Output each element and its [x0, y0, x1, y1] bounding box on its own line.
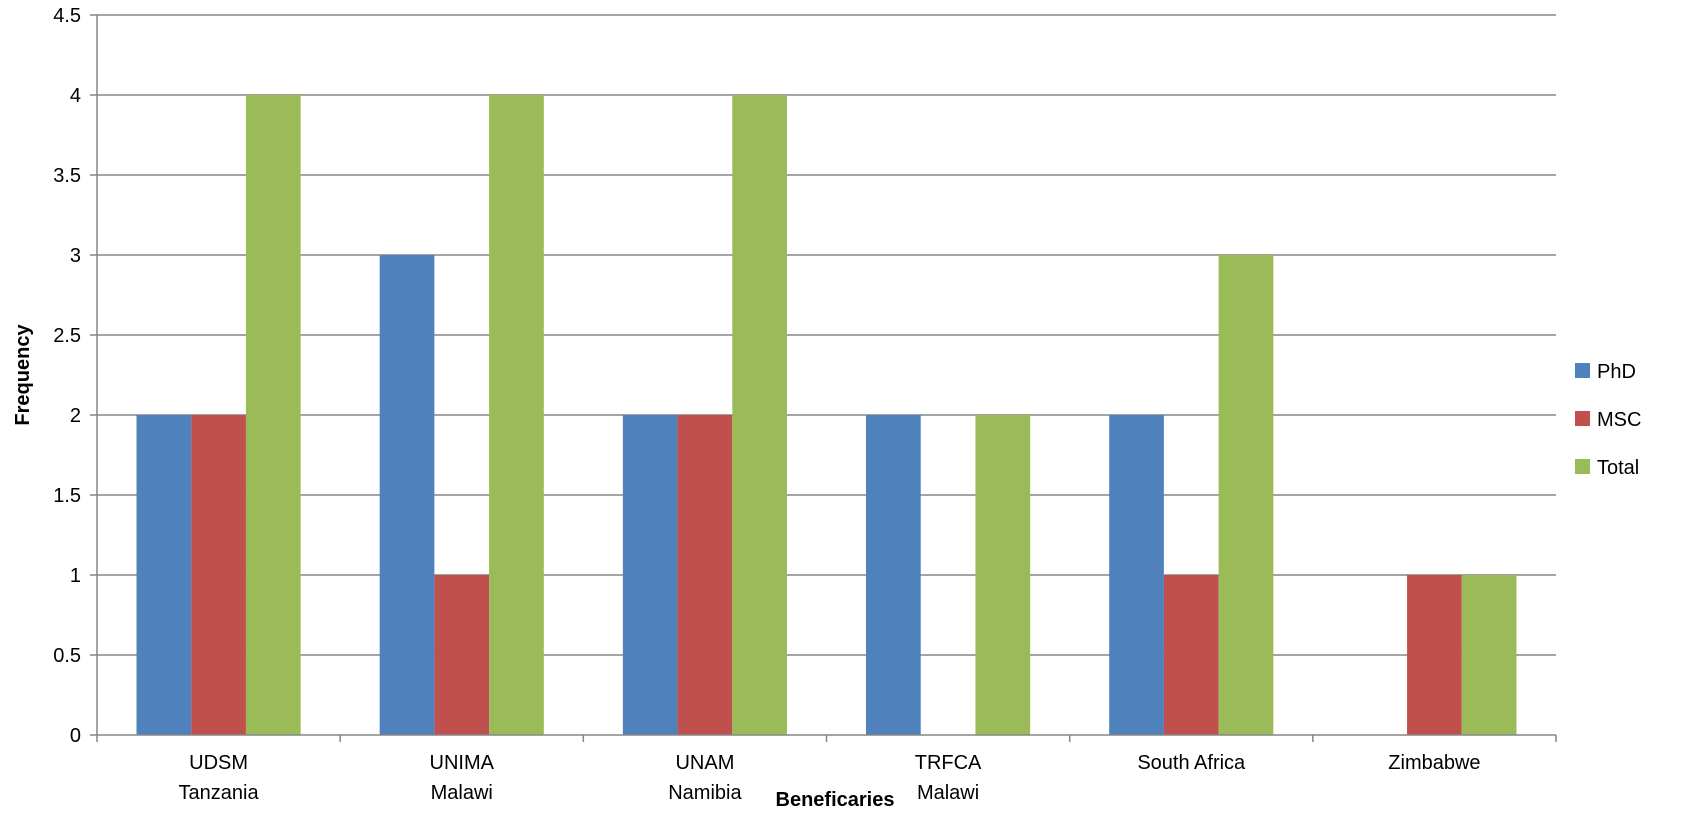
bar-total: [1218, 255, 1274, 735]
legend-label-phd: PhD: [1597, 361, 1636, 383]
y-tick-label: 0.5: [53, 645, 81, 667]
y-axis-title: Frequency: [12, 324, 34, 426]
x-tick-label: UNIMA: [430, 752, 495, 774]
bar-total: [245, 95, 301, 735]
bar-msc: [191, 415, 246, 735]
legend-swatch-total: [1575, 459, 1590, 474]
bar-phd: [1109, 415, 1164, 735]
legend-label-total: Total: [1597, 457, 1639, 479]
legend-swatch-phd: [1575, 363, 1590, 378]
bar-total: [975, 415, 1031, 735]
x-tick-label: Malawi: [917, 782, 979, 804]
bar-msc: [434, 575, 490, 735]
bar-phd: [379, 255, 435, 735]
bar-total: [1461, 575, 1517, 735]
bar-phd: [622, 415, 678, 735]
y-tick-label: 3: [70, 245, 81, 267]
bar-phd: [136, 415, 192, 735]
y-tick-label: 0: [70, 725, 81, 747]
legend-label-msc: MSC: [1597, 409, 1641, 431]
x-tick-label: Zimbabwe: [1388, 752, 1480, 774]
x-tick-label: Namibia: [668, 782, 742, 804]
y-tick-label: 1: [70, 565, 81, 587]
bar-phd: [866, 415, 921, 735]
x-tick-labels: UDSM Tanzania UNIMA Malawi UNAM Namibia TRFCA M…: [179, 752, 1481, 804]
x-tick-label: Tanzania: [179, 782, 260, 804]
x-tick-label: TRFCA: [915, 752, 982, 774]
bar-total: [732, 95, 787, 735]
x-tick-label: Malawi: [431, 782, 493, 804]
y-tick-label: 4: [70, 85, 81, 107]
x-tick-label: South Africa: [1137, 752, 1246, 774]
y-tick-label: 2.5: [53, 325, 81, 347]
x-axis-title: Beneficaries: [776, 789, 895, 811]
axes: [90, 14, 1557, 742]
bar-total: [489, 95, 544, 735]
x-tick-label: UDSM: [189, 752, 248, 774]
bars: [136, 95, 1517, 735]
y-tick-label: 3.5: [53, 165, 81, 187]
y-tick-label: 4.5: [53, 5, 81, 27]
gridlines: [97, 14, 1556, 656]
bar-msc: [1163, 575, 1219, 735]
legend: PhD MSC Total: [1575, 361, 1641, 479]
y-tick-label: 2: [70, 405, 81, 427]
y-tick-label: 1.5: [53, 485, 81, 507]
x-tick-label: UNAM: [675, 752, 734, 774]
legend-swatch-msc: [1575, 411, 1590, 426]
bar-msc: [1407, 575, 1462, 735]
y-tick-labels: 0 0.5 1 1.5 2 2.5 3 3.5 4 4.5: [53, 5, 81, 747]
bar-msc: [677, 415, 733, 735]
